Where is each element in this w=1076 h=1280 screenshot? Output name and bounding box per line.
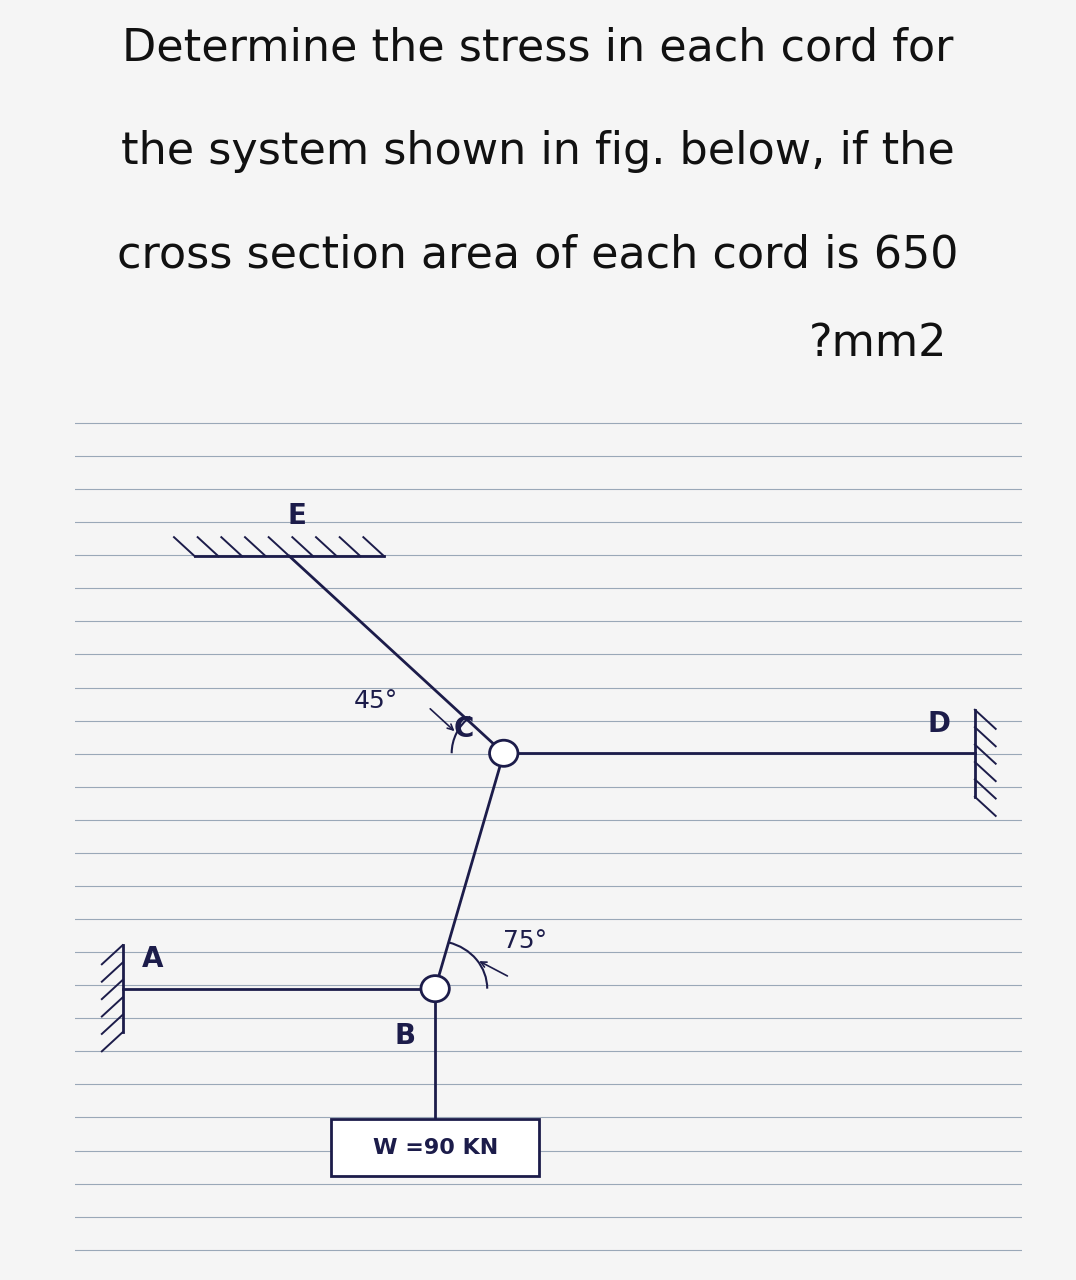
Text: B: B [394,1021,415,1050]
Text: A: A [142,945,164,973]
Text: 45°: 45° [354,689,398,713]
Text: C: C [454,714,475,742]
Circle shape [421,975,450,1002]
Text: cross section area of each cord is 650: cross section area of each cord is 650 [117,233,959,276]
Circle shape [490,740,518,767]
Text: W =90 KN: W =90 KN [372,1138,498,1157]
Text: Determine the stress in each cord for: Determine the stress in each cord for [123,26,953,69]
Text: 75°: 75° [502,929,548,952]
Text: the system shown in fig. below, if the: the system shown in fig. below, if the [122,129,954,173]
Text: E: E [287,502,307,530]
Bar [331,1119,539,1176]
Text: ?mm2: ?mm2 [808,321,947,365]
Text: D: D [928,709,950,737]
